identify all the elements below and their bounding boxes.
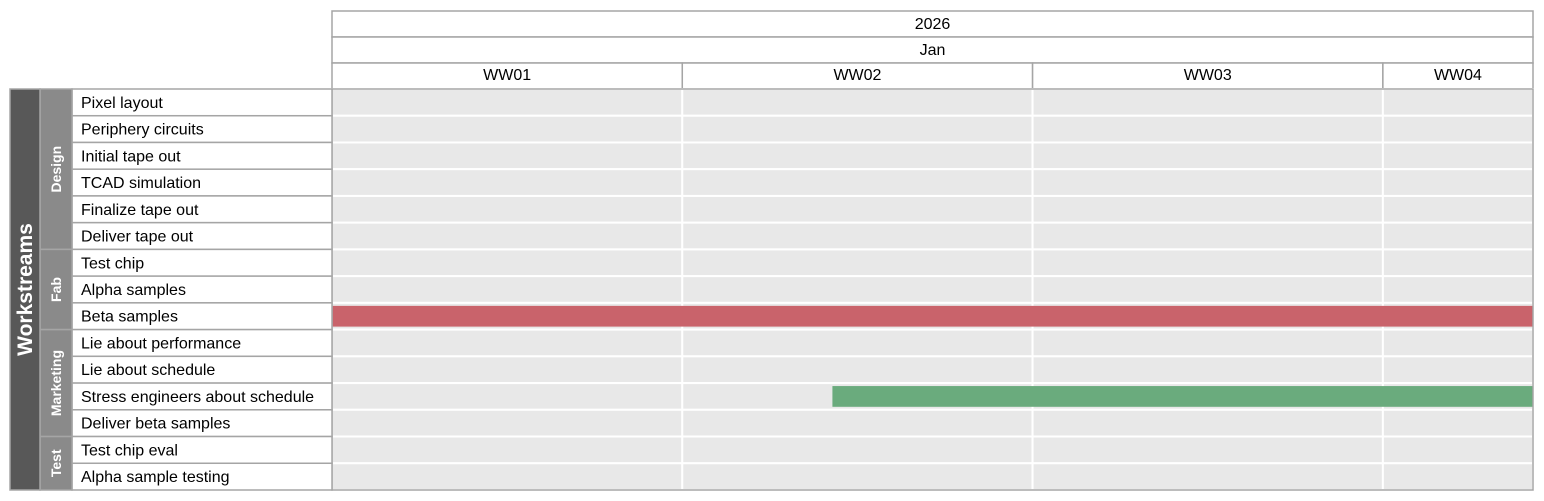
group-label-marketing: Marketing	[48, 350, 64, 416]
task-label-cell	[71, 168, 333, 197]
week-label-ww03: WW03	[1184, 67, 1232, 84]
grid-cell	[1381, 435, 1534, 465]
grid-cell	[331, 355, 684, 385]
grid-cell	[1031, 408, 1384, 438]
grid-cell	[331, 408, 684, 438]
task-label: Initial tape out	[81, 148, 181, 165]
group-block	[39, 248, 73, 331]
group-block	[39, 435, 73, 491]
header-month-cell	[331, 36, 1534, 64]
task-label: Lie about schedule	[81, 362, 215, 379]
task-label: Test chip eval	[81, 442, 178, 459]
task-label-cell	[71, 248, 333, 277]
task-label-cell	[71, 355, 333, 384]
grid-cell	[331, 221, 684, 251]
group-label-design: Design	[48, 146, 64, 193]
task-label-cell	[71, 88, 333, 117]
grid-cell	[331, 462, 684, 491]
task-label-cell	[71, 462, 333, 491]
grid-cell	[331, 114, 684, 144]
task-label: Periphery circuits	[81, 122, 204, 139]
grid-cell	[331, 435, 684, 465]
grid-cell	[1031, 221, 1384, 251]
grid-cell	[681, 221, 1034, 251]
group-label-test: Test	[48, 449, 64, 477]
grid-cell	[331, 382, 684, 411]
grid-cell	[681, 462, 1034, 491]
grid-cell	[1381, 141, 1534, 171]
grid-cell	[1031, 248, 1384, 278]
grid-cell	[681, 88, 1034, 117]
grid-cell	[331, 248, 684, 278]
task-label: TCAD simulation	[81, 175, 201, 192]
group-label-fab: Fab	[48, 277, 64, 302]
task-bar	[332, 305, 1533, 327]
grid-cell	[331, 168, 684, 197]
grid-cell	[1031, 462, 1384, 491]
grid-cell	[681, 328, 1034, 358]
header-week-cell	[1382, 62, 1534, 90]
grid-cell	[681, 355, 1034, 385]
task-label-cell	[71, 114, 333, 144]
grid-cell	[331, 328, 684, 358]
grid-cell	[331, 275, 684, 304]
grid-cell	[1031, 114, 1384, 144]
grid-cell	[1031, 88, 1384, 117]
workstreams-label: Workstreams	[14, 223, 37, 356]
grid-cell	[681, 114, 1034, 144]
task-label: Pixel layout	[81, 95, 163, 112]
week-label-ww01: WW01	[483, 67, 531, 84]
grid-cell	[1031, 355, 1384, 385]
grid-cell	[681, 141, 1034, 171]
grid-cell	[1381, 88, 1534, 117]
grid-cell	[1381, 114, 1534, 144]
week-label-ww04: WW04	[1434, 67, 1482, 84]
header-year: 2026	[915, 16, 951, 33]
task-label-cell	[71, 435, 333, 465]
grid-cell	[1381, 168, 1534, 197]
grid-cell	[1031, 328, 1384, 358]
outer-block	[9, 88, 41, 491]
task-label-cell	[71, 141, 333, 170]
task-label: Alpha sample testing	[81, 469, 230, 486]
task-label: Alpha samples	[81, 282, 186, 299]
task-label: Finalize tape out	[81, 202, 199, 219]
grid-cell	[681, 435, 1034, 465]
grid-cell	[1031, 435, 1384, 465]
header-year-cell	[331, 10, 1534, 38]
grid-cell	[1381, 275, 1534, 304]
grid-cell	[1381, 328, 1534, 358]
task-bar	[832, 386, 1533, 407]
grid-cell	[1031, 275, 1384, 304]
task-label-cell	[71, 409, 333, 438]
grid-cell	[681, 408, 1034, 438]
grid-cell	[1381, 194, 1534, 224]
grid-cell	[1381, 408, 1534, 438]
task-label-cell	[71, 328, 333, 358]
grid-cell	[681, 168, 1034, 197]
grid-cell	[681, 275, 1034, 304]
task-label: Stress engineers about schedule	[81, 389, 314, 406]
grid-cell	[331, 194, 684, 224]
header-month: Jan	[920, 42, 946, 59]
grid-cell	[681, 194, 1034, 224]
task-label: Deliver tape out	[81, 229, 194, 246]
task-label: Deliver beta samples	[81, 416, 230, 433]
grid-cell	[1381, 355, 1534, 385]
grid-cell	[681, 248, 1034, 278]
grid-cell	[331, 88, 684, 117]
grid-cell	[1031, 141, 1384, 171]
grid-cell	[1381, 248, 1534, 278]
grid-cell	[1381, 462, 1534, 491]
task-label: Lie about performance	[81, 335, 241, 352]
week-label-ww02: WW02	[833, 67, 881, 84]
task-label: Test chip	[81, 255, 144, 272]
grid-cell	[331, 141, 684, 171]
grid-cell	[1381, 221, 1534, 251]
grid-cell	[1031, 168, 1384, 197]
grid-cell	[1031, 194, 1384, 224]
task-label: Beta samples	[81, 309, 178, 326]
